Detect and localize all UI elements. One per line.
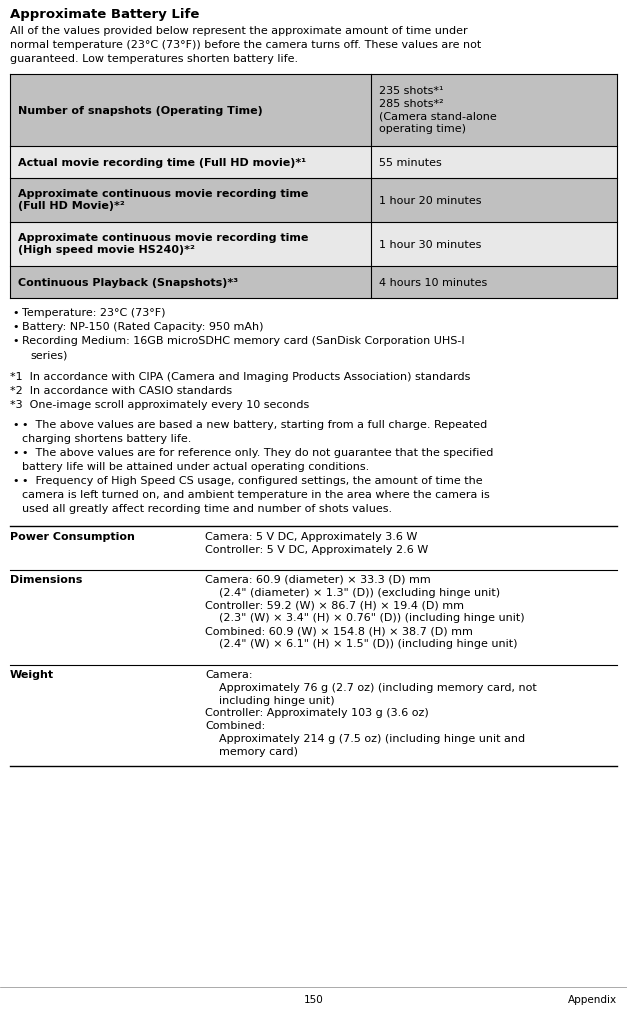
Text: Continuous Playback (Snapshots)*³: Continuous Playback (Snapshots)*³ (18, 277, 238, 288)
Text: 55 minutes: 55 minutes (379, 157, 442, 167)
Text: •  Frequency of High Speed CS usage, configured settings, the amount of time the: • Frequency of High Speed CS usage, conf… (22, 476, 483, 486)
Text: Approximate continuous movie recording time
(High speed movie HS240)*²: Approximate continuous movie recording t… (18, 233, 308, 255)
Text: 1 hour 30 minutes: 1 hour 30 minutes (379, 239, 482, 249)
Text: Recording Medium: 16GB microSDHC memory card (SanDisk Corporation UHS-I: Recording Medium: 16GB microSDHC memory … (22, 336, 465, 346)
Text: •: • (12, 420, 19, 430)
Text: 4 hours 10 minutes: 4 hours 10 minutes (379, 277, 487, 288)
Text: Battery: NP-150 (Rated Capacity: 950 mAh): Battery: NP-150 (Rated Capacity: 950 mAh… (22, 322, 263, 332)
Text: Temperature: 23°C (73°F): Temperature: 23°C (73°F) (22, 308, 166, 318)
Text: *3  One-image scroll approximately every 10 seconds: *3 One-image scroll approximately every … (10, 400, 309, 410)
Text: *1  In accordance with CIPA (Camera and Imaging Products Association) standards: *1 In accordance with CIPA (Camera and I… (10, 372, 470, 382)
Text: •: • (12, 336, 19, 346)
Text: Camera: 5 V DC, Approximately 3.6 W
Controller: 5 V DC, Approximately 2.6 W: Camera: 5 V DC, Approximately 3.6 W Cont… (205, 532, 428, 555)
Text: Weight: Weight (10, 670, 54, 680)
Bar (10, 74, 617, 146)
Text: Appendix: Appendix (568, 995, 617, 1005)
Text: Approximate continuous movie recording time
(Full HD Movie)*²: Approximate continuous movie recording t… (18, 189, 308, 212)
Text: Camera:
    Approximately 76 g (2.7 oz) (including memory card, not
    includin: Camera: Approximately 76 g (2.7 oz) (inc… (205, 670, 537, 757)
Text: charging shortens battery life.: charging shortens battery life. (22, 434, 191, 444)
Bar (10, 178, 617, 222)
Bar (10, 222, 617, 266)
Text: *2  In accordance with CASIO standards: *2 In accordance with CASIO standards (10, 386, 232, 396)
Text: Approximate Battery Life: Approximate Battery Life (10, 8, 199, 21)
Text: All of the values provided below represent the approximate amount of time under: All of the values provided below represe… (10, 26, 468, 36)
Text: 1 hour 20 minutes: 1 hour 20 minutes (379, 196, 482, 206)
Text: Power Consumption: Power Consumption (10, 532, 135, 542)
Text: camera is left turned on, and ambient temperature in the area where the camera i: camera is left turned on, and ambient te… (22, 490, 490, 500)
Text: •: • (12, 476, 19, 486)
Text: •: • (12, 322, 19, 332)
Text: Camera: 60.9 (diameter) × 33.3 (D) mm
    (2.4" (diameter) × 1.3" (D)) (excludin: Camera: 60.9 (diameter) × 33.3 (D) mm (2… (205, 575, 525, 649)
Bar (10, 146, 617, 178)
Text: series): series) (30, 350, 67, 360)
Text: Number of snapshots (Operating Time): Number of snapshots (Operating Time) (18, 106, 263, 115)
Bar (10, 266, 617, 298)
Text: guaranteed. Low temperatures shorten battery life.: guaranteed. Low temperatures shorten bat… (10, 54, 298, 64)
Text: battery life will be attained under actual operating conditions.: battery life will be attained under actu… (22, 462, 369, 472)
Text: 150: 150 (303, 995, 324, 1005)
Text: normal temperature (23°C (73°F)) before the camera turns off. These values are n: normal temperature (23°C (73°F)) before … (10, 40, 482, 50)
Text: •: • (12, 308, 19, 318)
Text: 235 shots*¹
285 shots*²
(Camera stand-alone
operating time): 235 shots*¹ 285 shots*² (Camera stand-al… (379, 86, 497, 134)
Text: •  The above values are based a new battery, starting from a full charge. Repeat: • The above values are based a new batte… (22, 420, 487, 430)
Text: •  The above values are for reference only. They do not guarantee that the speci: • The above values are for reference onl… (22, 448, 493, 458)
Text: used all greatly affect recording time and number of shots values.: used all greatly affect recording time a… (22, 504, 392, 514)
Text: •: • (12, 448, 19, 458)
Text: Dimensions: Dimensions (10, 575, 82, 585)
Text: Actual movie recording time (Full HD movie)*¹: Actual movie recording time (Full HD mov… (18, 157, 306, 167)
